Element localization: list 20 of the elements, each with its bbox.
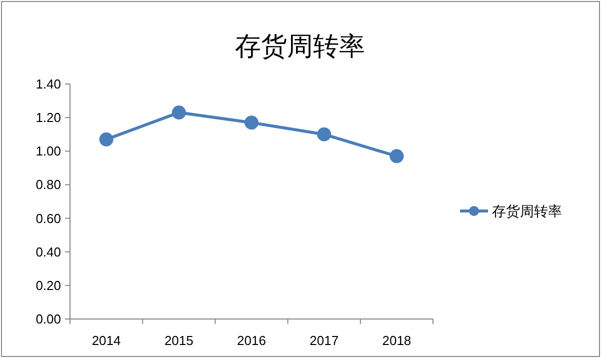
y-tick-label: 0.80 [36, 177, 61, 192]
y-tick-label: 0.20 [36, 278, 61, 293]
y-tick-label: 0.00 [36, 312, 61, 326]
x-tick-label: 2017 [310, 333, 339, 348]
chart-title: 存货周转率 [235, 31, 365, 61]
y-tick-label: 1.40 [36, 76, 61, 92]
x-tick-label: 2018 [382, 333, 412, 348]
point [99, 132, 114, 146]
y-tick-label: 0.60 [36, 210, 61, 226]
y-tick-label: 1.00 [36, 144, 61, 159]
legend-label: 存货周转率 [492, 203, 562, 219]
x-tick-label: 2016 [237, 333, 266, 348]
point [317, 127, 332, 142]
x-tick-label: 2015 [164, 333, 194, 348]
point [172, 106, 186, 120]
x-tick-label: 2014 [92, 333, 121, 348]
point [390, 149, 404, 164]
y-tick-label: 0.40 [36, 244, 61, 260]
point [244, 116, 258, 130]
y-tick-label: 1.20 [36, 110, 61, 126]
